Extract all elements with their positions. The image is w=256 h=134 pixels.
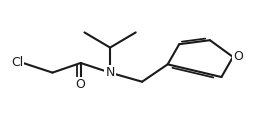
Text: O: O	[233, 50, 243, 64]
Text: Cl: Cl	[11, 56, 23, 70]
Text: N: N	[105, 66, 115, 79]
Text: O: O	[76, 78, 86, 91]
